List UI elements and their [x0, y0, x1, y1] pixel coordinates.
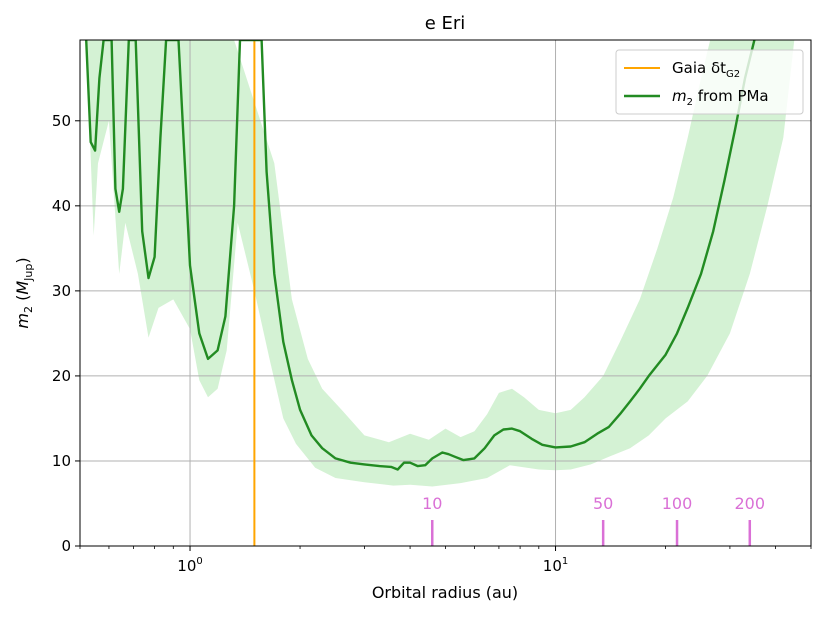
y-axis-label: m2 (MJup) — [13, 257, 35, 328]
y-label-m: m — [13, 313, 32, 329]
legend-mass-sub: 2 — [687, 97, 693, 108]
x-tick-label: 101 — [543, 556, 568, 575]
mass-confidence-band — [86, 40, 795, 487]
y-tick-label: 40 — [52, 197, 71, 215]
period-marker-label: 100 — [662, 494, 693, 513]
x-axis-label: Orbital radius (au) — [372, 583, 518, 602]
y-axis-ticks: 0 10 20 30 40 50 — [52, 112, 80, 555]
y-label-unit: M — [13, 281, 32, 295]
y-tick-label: 10 — [52, 452, 71, 470]
legend: Gaia δtG2 m2 from PMa — [615, 49, 804, 115]
chart-title: e Eri — [425, 13, 466, 34]
legend-mass-main: m — [672, 87, 687, 105]
x-axis-ticks: 100 101 — [79, 546, 812, 575]
mass-from-pma-curve — [85, 40, 756, 471]
y-tick-label: 20 — [52, 367, 71, 385]
y-tick-label: 0 — [61, 537, 71, 555]
y-label-unit-sub: Jup — [22, 264, 35, 282]
period-markers: 10 50 100 200 — [422, 494, 765, 546]
period-marker-label: 10 — [422, 494, 442, 513]
x-tick-label: 100 — [177, 556, 202, 575]
legend-gaia-sub: G2 — [726, 69, 740, 80]
legend-gaia-main: Gaia δt — [672, 59, 726, 77]
legend-mass-label: m2 from PMa — [672, 87, 769, 108]
period-marker-label: 50 — [593, 494, 613, 513]
legend-box — [615, 49, 804, 115]
y-label-m-sub: 2 — [22, 306, 35, 313]
legend-mass-suffix: from PMa — [693, 87, 769, 105]
y-tick-label: 50 — [52, 112, 71, 130]
grid-lines — [80, 40, 811, 546]
period-marker-label: 200 — [735, 494, 766, 513]
legend-gaia-label: Gaia δtG2 — [672, 59, 740, 80]
y-tick-label: 30 — [52, 282, 71, 300]
